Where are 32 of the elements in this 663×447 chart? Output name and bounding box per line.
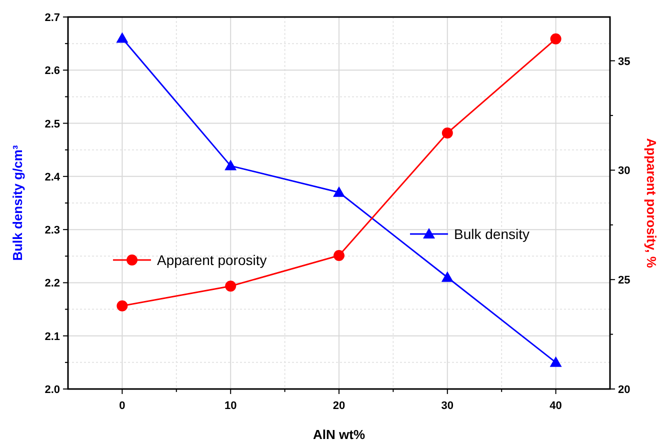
y-tick-label: 2.6 xyxy=(44,65,60,78)
point xyxy=(224,160,237,170)
y-tick-label: 2.4 xyxy=(44,171,61,184)
x-tick-label: 30 xyxy=(441,400,454,412)
legend-label: Bulk density xyxy=(454,226,530,242)
point xyxy=(225,280,236,292)
point xyxy=(116,32,128,43)
x-tick-label: 40 xyxy=(550,400,562,412)
point xyxy=(550,33,562,44)
x-tick-label: 10 xyxy=(224,400,237,412)
point xyxy=(442,127,453,138)
point xyxy=(550,356,562,367)
point xyxy=(334,250,344,262)
y2-tick-label: 30 xyxy=(618,165,630,178)
y2-tick-label: 35 xyxy=(618,56,630,68)
y-tick-label: 2.0 xyxy=(44,384,60,396)
y-tick-label: 2.5 xyxy=(44,118,60,130)
point xyxy=(441,271,454,282)
point xyxy=(116,300,128,312)
y-tick-label: 2.1 xyxy=(44,330,60,343)
y-tick-label: 2.7 xyxy=(44,12,60,24)
x-axis-title: AlN wt% xyxy=(313,427,366,442)
y-axis-title: Bulk density g/cm³ xyxy=(10,144,25,261)
y2-axis-title: Apparent porosity, % xyxy=(644,138,659,268)
legend-label: Apparent porosity xyxy=(157,252,267,268)
y-tick-label: 2.3 xyxy=(44,224,60,237)
point xyxy=(333,186,345,197)
y2-tick-label: 20 xyxy=(618,384,630,396)
y-tick-label: 2.2 xyxy=(44,278,60,290)
y2-tick-label: 25 xyxy=(618,274,630,287)
x-tick-label: 0 xyxy=(119,400,126,412)
x-tick-label: 20 xyxy=(332,400,346,412)
